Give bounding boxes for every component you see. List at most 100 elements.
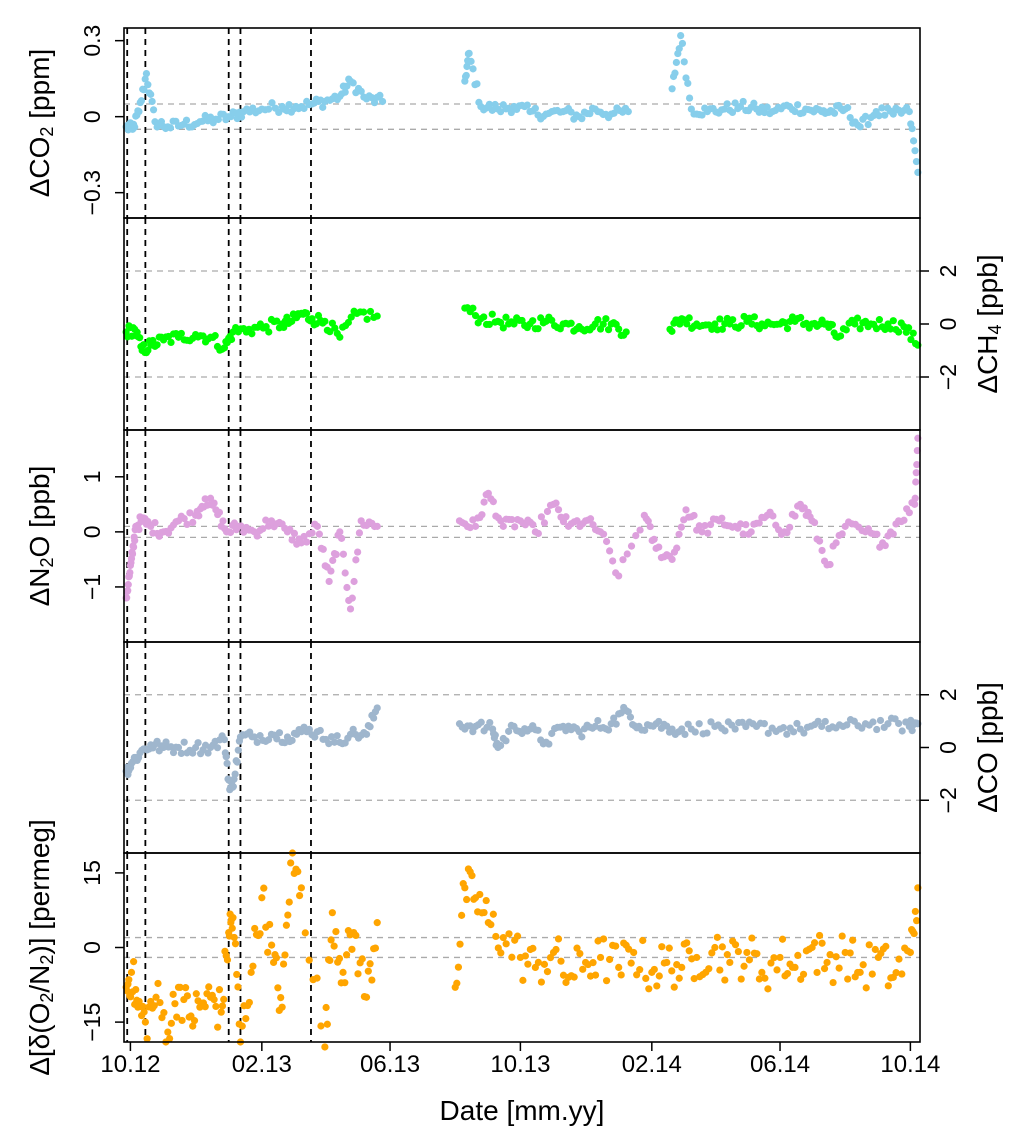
data-point bbox=[627, 542, 636, 550]
data-point bbox=[505, 727, 513, 735]
data-point bbox=[475, 98, 483, 106]
data-point bbox=[690, 511, 698, 520]
data-point bbox=[242, 1014, 250, 1023]
data-point bbox=[180, 514, 188, 523]
data-points bbox=[122, 703, 922, 794]
data-point bbox=[805, 945, 813, 953]
data-point bbox=[814, 717, 822, 725]
data-point bbox=[127, 968, 136, 976]
data-point bbox=[789, 728, 798, 736]
data-point bbox=[347, 313, 355, 321]
data-point bbox=[755, 975, 763, 983]
data-point bbox=[557, 957, 565, 965]
title-part: /N bbox=[24, 965, 55, 993]
data-point bbox=[141, 75, 149, 83]
data-point bbox=[213, 744, 222, 752]
data-point bbox=[673, 544, 681, 552]
data-point bbox=[683, 939, 691, 947]
data-point bbox=[776, 953, 784, 962]
data-point bbox=[354, 548, 362, 556]
data-point bbox=[370, 99, 379, 107]
title-part: ΔN bbox=[24, 567, 55, 606]
data-point bbox=[471, 312, 480, 320]
data-point bbox=[348, 945, 356, 953]
data-point bbox=[794, 951, 802, 960]
data-point bbox=[815, 537, 824, 545]
data-point bbox=[685, 94, 694, 102]
data-point bbox=[612, 942, 620, 950]
data-point bbox=[853, 314, 862, 322]
data-point bbox=[462, 71, 470, 80]
data-point bbox=[206, 113, 215, 121]
data-point bbox=[144, 346, 152, 355]
data-point bbox=[268, 99, 276, 107]
data-point bbox=[836, 332, 845, 340]
data-point bbox=[594, 716, 602, 725]
data-point bbox=[469, 728, 477, 736]
x-axis-title: Date [mm.yy] bbox=[440, 1095, 605, 1126]
data-point bbox=[621, 104, 630, 112]
data-point bbox=[821, 717, 829, 726]
data-point bbox=[466, 722, 474, 730]
data-point bbox=[758, 968, 766, 976]
data-point bbox=[655, 543, 663, 551]
title-part: ΔCO bbox=[24, 137, 55, 198]
data-point bbox=[854, 968, 862, 977]
data-point bbox=[706, 520, 715, 529]
data-point bbox=[704, 529, 712, 537]
data-point bbox=[311, 733, 319, 741]
data-point bbox=[255, 107, 263, 115]
data-point bbox=[210, 996, 218, 1004]
data-point bbox=[849, 936, 857, 944]
data-point bbox=[871, 945, 879, 954]
data-point bbox=[134, 107, 142, 115]
y-tick-label: −15 bbox=[79, 1003, 105, 1042]
data-point bbox=[529, 944, 537, 952]
data-point bbox=[238, 1022, 246, 1030]
data-point bbox=[764, 985, 772, 993]
data-point bbox=[562, 978, 570, 987]
data-point bbox=[642, 974, 650, 982]
data-point bbox=[273, 735, 281, 743]
data-point bbox=[606, 955, 614, 964]
data-point bbox=[820, 965, 829, 973]
data-point bbox=[596, 953, 605, 962]
data-point bbox=[508, 953, 516, 961]
y-axis-title: ΔCO2 [ppm] bbox=[24, 49, 56, 198]
data-point bbox=[552, 499, 560, 507]
data-point bbox=[259, 525, 267, 533]
data-point bbox=[753, 950, 761, 958]
data-point bbox=[247, 968, 255, 976]
data-point bbox=[889, 317, 897, 325]
data-point bbox=[183, 992, 191, 1000]
data-point bbox=[305, 725, 313, 733]
data-point bbox=[477, 718, 485, 726]
data-point bbox=[171, 1000, 179, 1008]
data-point bbox=[491, 100, 499, 109]
data-point bbox=[869, 111, 878, 120]
data-point bbox=[703, 729, 711, 737]
data-point bbox=[617, 971, 625, 979]
data-point bbox=[499, 522, 507, 530]
data-point bbox=[331, 324, 339, 332]
data-point bbox=[540, 519, 549, 527]
data-point bbox=[800, 729, 808, 737]
data-point bbox=[559, 971, 568, 979]
data-point bbox=[507, 721, 515, 730]
data-point bbox=[476, 890, 484, 899]
data-point bbox=[903, 947, 912, 955]
data-point bbox=[201, 741, 210, 749]
data-point bbox=[723, 100, 731, 108]
title-part: [ppm] bbox=[24, 49, 55, 127]
data-point bbox=[366, 960, 374, 968]
data-point bbox=[371, 944, 380, 952]
data-point bbox=[602, 977, 611, 985]
subscript: 2 bbox=[37, 557, 57, 567]
data-point bbox=[223, 759, 231, 768]
data-point bbox=[130, 543, 138, 551]
data-point bbox=[770, 954, 778, 962]
data-point bbox=[224, 113, 232, 121]
data-point bbox=[886, 107, 895, 115]
data-point bbox=[275, 1006, 283, 1015]
data-point bbox=[573, 517, 581, 525]
